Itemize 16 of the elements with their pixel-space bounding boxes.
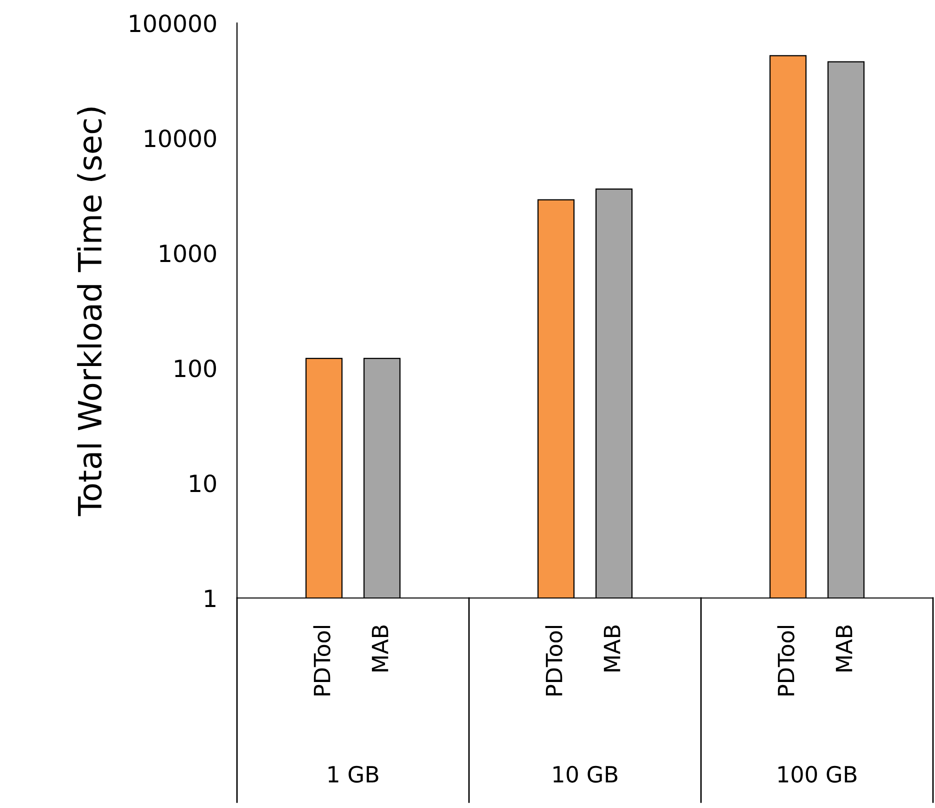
y-tick-label: 10 [190, 474, 216, 492]
y-tick-label: 100000 [130, 14, 216, 32]
text: MAB [372, 625, 388, 672]
text: MAB [604, 625, 620, 672]
x-tick-label: 100 GB [778, 766, 856, 783]
y-tick-label: 10000 [145, 129, 216, 148]
x-tick-label: 1 GB [328, 766, 378, 783]
text: PDTool [545, 626, 562, 696]
y-tick-label: 1000 [160, 244, 216, 262]
y-tick-label: 1 [205, 590, 216, 607]
y-axis-title: Total Workload Time (sec) [77, 108, 106, 516]
text: PDTool [777, 626, 794, 696]
x-tick-label: 10 GB [554, 766, 618, 783]
text: MAB [836, 625, 852, 672]
text: PDTool [313, 626, 330, 696]
y-tick-label: 100 [175, 359, 216, 378]
